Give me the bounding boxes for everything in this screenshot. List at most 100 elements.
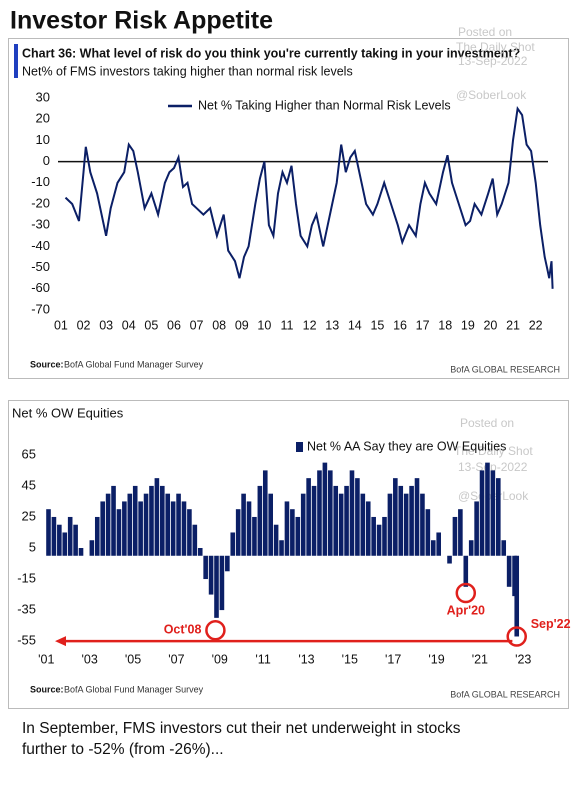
bar: [430, 540, 436, 556]
x-tick-label: 16: [393, 318, 407, 332]
bar: [452, 516, 458, 556]
x-tick-label: '15: [342, 652, 358, 666]
bar: [333, 485, 339, 556]
bar: [241, 493, 246, 556]
bar: [371, 516, 376, 556]
bar: [225, 555, 230, 572]
bar: [398, 485, 404, 556]
bar: [214, 555, 219, 618]
annotation-label: Apr'20: [447, 603, 485, 617]
y-tick-label: 65: [22, 446, 36, 461]
y-tick-label: -55: [17, 633, 36, 648]
x-tick-label: 03: [99, 318, 113, 332]
x-tick-label: '03: [82, 652, 98, 666]
chart-title: Chart 36: What level of risk do you thin…: [22, 46, 520, 60]
bar: [436, 532, 441, 556]
x-tick-label: 10: [257, 318, 271, 332]
chart-title: Net % OW Equities: [12, 405, 124, 420]
bar: [73, 524, 78, 556]
bar: [176, 493, 181, 556]
bar: [338, 493, 344, 556]
x-tick-label: '01: [38, 652, 54, 666]
y-tick-label: -40: [31, 238, 50, 253]
bar: [208, 555, 214, 595]
panel-border: [8, 400, 569, 709]
source-text: BofA Global Fund Manager Survey: [64, 684, 204, 694]
bar: [94, 516, 100, 556]
x-tick-label: 21: [506, 318, 520, 332]
bar: [290, 509, 295, 556]
bar: [311, 485, 317, 556]
y-tick-label: -35: [17, 602, 36, 617]
bar: [132, 485, 138, 556]
x-tick-label: '19: [428, 652, 444, 666]
bar: [122, 501, 127, 556]
y-tick-label: -50: [31, 259, 50, 274]
bar: [197, 548, 203, 556]
x-tick-label: '05: [125, 652, 141, 666]
bar: [506, 555, 512, 587]
y-tick-label: -30: [31, 217, 50, 232]
bar: [496, 478, 501, 556]
x-tick-label: 19: [461, 318, 475, 332]
source-label: Source:: [30, 684, 64, 694]
bar: [300, 493, 306, 556]
bar: [138, 501, 143, 556]
bar: [501, 540, 507, 556]
bar: [474, 501, 479, 556]
x-tick-label: 12: [303, 318, 317, 332]
bar: [127, 493, 133, 556]
legend-swatch: [296, 442, 303, 452]
bar: [165, 493, 171, 556]
bar: [51, 516, 57, 556]
accent-bar: [14, 44, 18, 78]
bar: [154, 478, 160, 556]
bar: [67, 516, 73, 556]
bar: [268, 493, 273, 556]
watermark: The Daily Shot: [454, 444, 533, 458]
x-tick-label: '09: [212, 652, 228, 666]
x-tick-label: 13: [325, 318, 339, 332]
x-tick-label: '11: [255, 652, 270, 666]
bar: [365, 501, 371, 556]
x-tick-label: 01: [54, 318, 68, 332]
footnote: In September, FMS investors cut their ne…: [22, 720, 461, 758]
y-tick-label: 10: [36, 132, 50, 147]
x-tick-label: 08: [212, 318, 226, 332]
bar: [160, 485, 165, 556]
x-tick-label: '21: [472, 652, 488, 666]
bar: [57, 524, 62, 556]
y-tick-label: -10: [31, 174, 50, 189]
bar: [143, 493, 149, 556]
x-tick-label: 06: [167, 318, 181, 332]
bar: [235, 509, 241, 556]
annotation-circle: [455, 582, 477, 604]
bar: [328, 470, 333, 556]
bar: [458, 509, 463, 556]
y-tick-label: -15: [17, 570, 36, 585]
watermark: Posted on: [460, 416, 514, 430]
x-tick-label: 15: [370, 318, 384, 332]
bar: [62, 532, 68, 556]
bar: [170, 501, 176, 556]
x-tick-label: 02: [77, 318, 91, 332]
bar: [111, 485, 116, 556]
x-tick-label: 04: [122, 318, 136, 332]
credit: BofA GLOBAL RESEARCH: [450, 364, 560, 374]
annotation-label: Sep'22: [531, 617, 571, 631]
bar: [219, 555, 225, 611]
charts: Investor Risk Appetite Chart 36: What le…: [8, 7, 571, 709]
bar: [246, 501, 252, 556]
bar: [192, 524, 198, 556]
bar: [447, 555, 452, 564]
bar: [306, 478, 311, 556]
bar: [252, 516, 257, 556]
bar: [149, 485, 154, 556]
bar: [382, 516, 387, 556]
data-line: [64, 105, 554, 289]
bar: [181, 501, 187, 556]
bar: [490, 470, 496, 556]
bar: [387, 493, 393, 556]
bar: [349, 470, 355, 556]
bar: [100, 501, 105, 556]
